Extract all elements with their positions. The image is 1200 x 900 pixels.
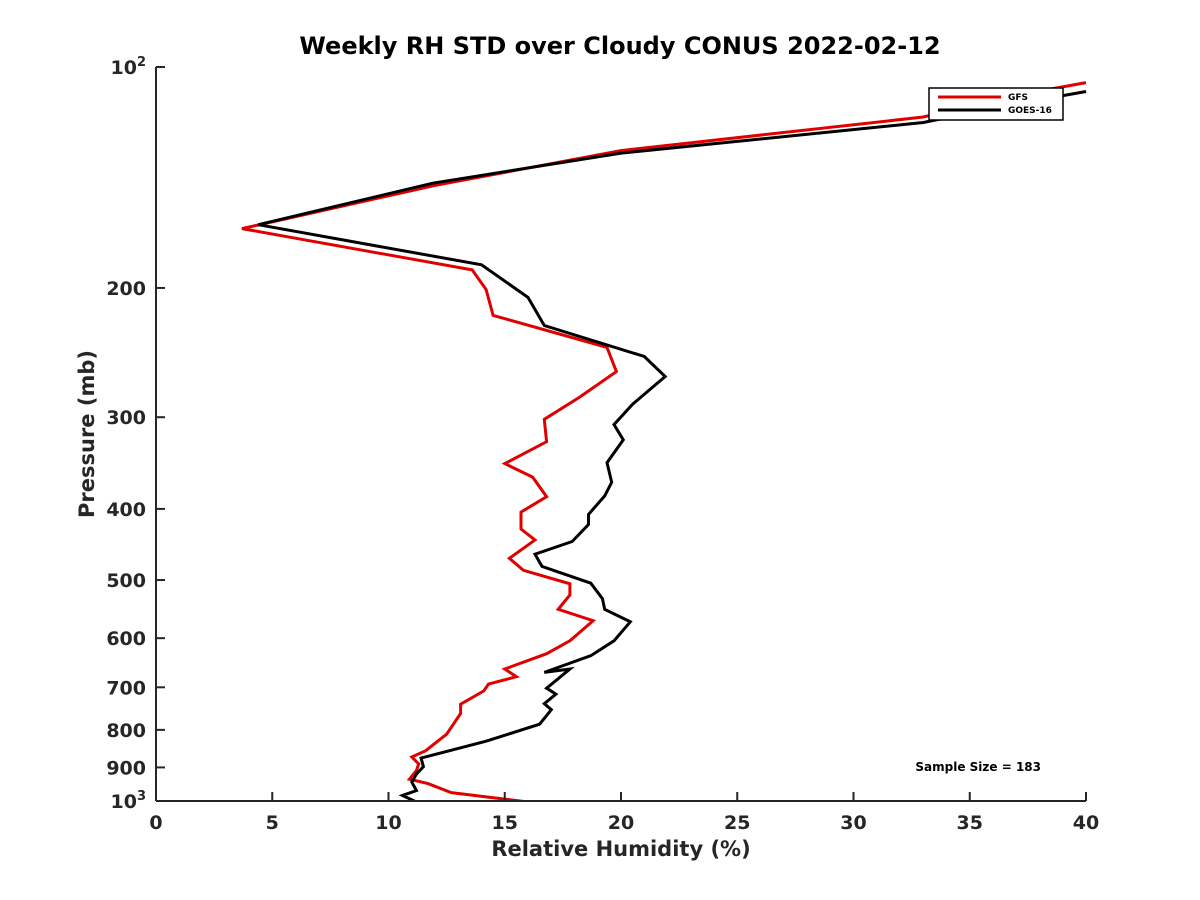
legend-box <box>928 87 1064 121</box>
x-tick-label: 30 <box>840 812 866 834</box>
y-tick-label: 103 <box>111 789 147 813</box>
x-tick-label: 40 <box>1073 812 1099 834</box>
y-axis-label: Pressure (mb) <box>75 350 99 518</box>
y-tick-label: 900 <box>106 757 146 779</box>
y-tick-label: 102 <box>111 55 147 79</box>
x-tick-label: 25 <box>724 812 750 834</box>
x-tick-label: 15 <box>492 812 518 834</box>
y-tick-label: 200 <box>106 278 146 300</box>
y-tick-label: 600 <box>106 628 146 650</box>
x-tick-label: 20 <box>608 812 634 834</box>
y-axis-ticks: 102 200 300 400 500 600 700 800 900 103 <box>106 55 165 813</box>
x-tick-label: 5 <box>266 812 279 834</box>
legend-label-gfs: GFS <box>1008 93 1028 103</box>
x-axis-label: Relative Humidity (%) <box>491 837 750 861</box>
x-tick-label: 35 <box>957 812 983 834</box>
x-tick-label: 10 <box>375 812 401 834</box>
y-tick-label: 700 <box>106 677 146 699</box>
y-tick-label: 400 <box>106 499 146 521</box>
y-tick-label: 300 <box>106 407 146 429</box>
legend: GFS GOES-16 <box>928 87 1064 121</box>
y-tick-label: 800 <box>106 720 146 742</box>
series-line-goes16 <box>257 90 1087 801</box>
x-axis-ticks: 0 5 10 15 20 25 30 35 40 <box>149 792 1099 834</box>
chart-title: Weekly RH STD over Cloudy CONUS 2022-02-… <box>299 32 940 60</box>
sample-size-annotation: Sample Size = 183 <box>915 760 1041 774</box>
series-layer <box>241 81 1087 801</box>
y-tick-label: 500 <box>106 570 146 592</box>
legend-label-goes16: GOES-16 <box>1008 106 1052 116</box>
x-tick-label: 0 <box>149 812 162 834</box>
series-line-gfs <box>241 81 1087 801</box>
